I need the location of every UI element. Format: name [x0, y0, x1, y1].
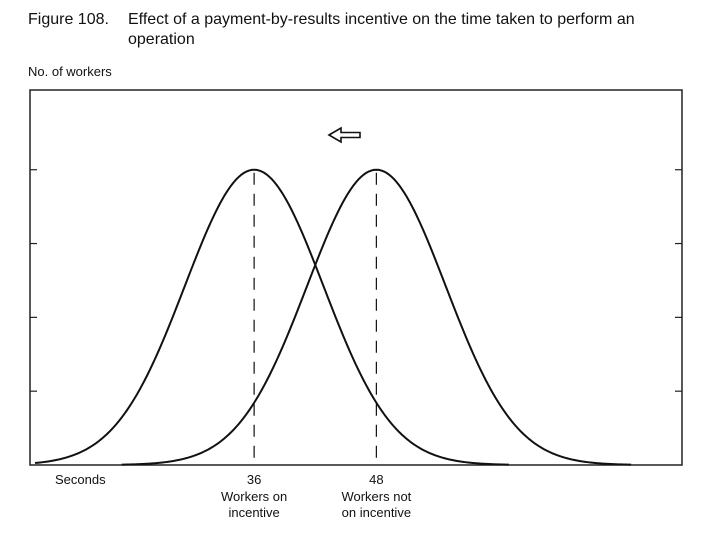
- series-curve-2: [121, 168, 632, 466]
- series-curve-1: [34, 168, 509, 466]
- figure-title: Effect of a payment-by-results incentive…: [128, 11, 635, 48]
- shift-arrow-icon: [327, 126, 361, 144]
- mean-lines: [253, 172, 377, 465]
- figure-number: Figure 108.: [28, 11, 109, 28]
- y-ticks: [30, 169, 682, 392]
- x-axis-label: Seconds: [55, 472, 106, 487]
- distribution-curves: [34, 168, 632, 466]
- y-axis-label: No. of workers: [28, 64, 112, 79]
- series-label-1: Workers on: [221, 489, 287, 504]
- series-label-2: on incentive: [342, 505, 411, 520]
- x-tick-label: 36: [247, 472, 261, 487]
- series-label-1: incentive: [228, 505, 279, 520]
- shift-arrow-shape: [327, 126, 361, 144]
- plot-frame: [29, 89, 683, 466]
- series-label-2: Workers not: [341, 489, 411, 504]
- x-tick-label: 48: [369, 472, 383, 487]
